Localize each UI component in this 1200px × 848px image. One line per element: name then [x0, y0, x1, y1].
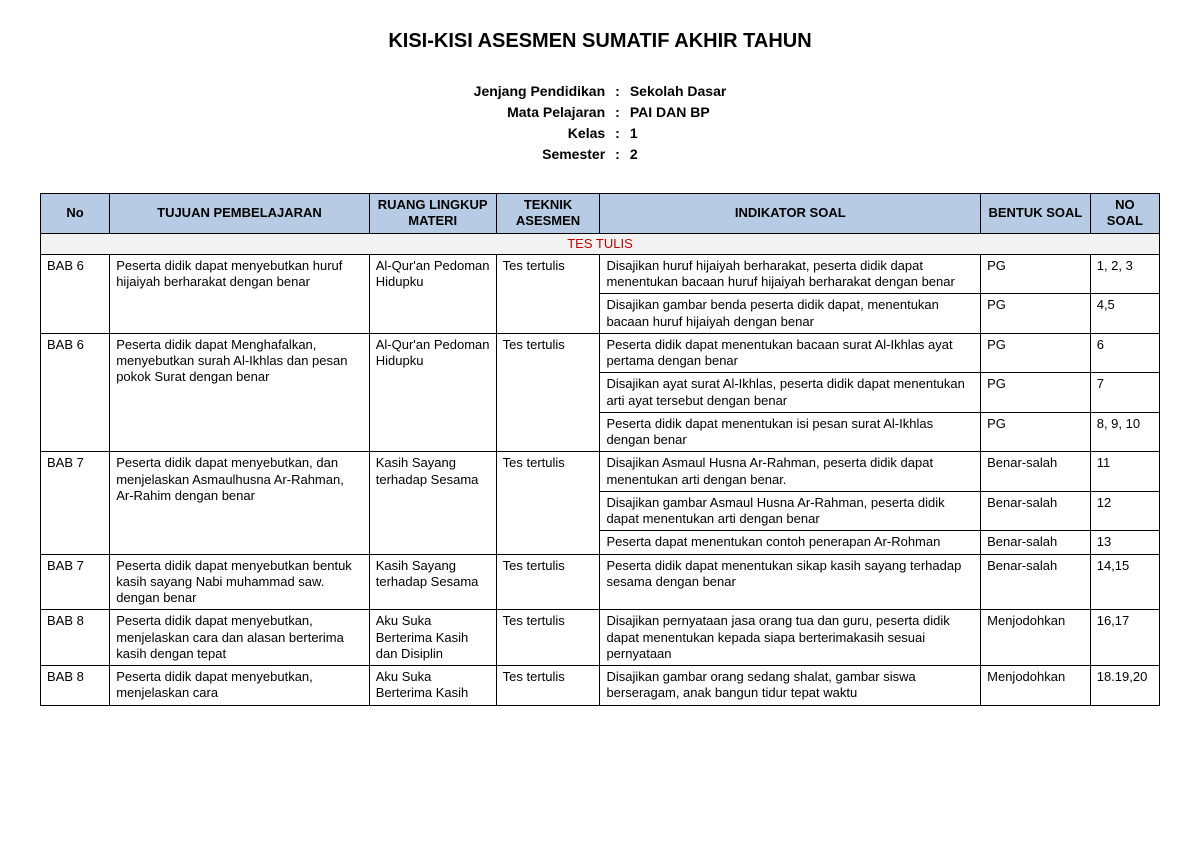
cell-nosoal: 7: [1090, 373, 1159, 413]
meta-sep: :: [615, 123, 620, 144]
cell-nosoal: 8, 9, 10: [1090, 412, 1159, 452]
cell-teknik: Tes tertulis: [496, 452, 600, 554]
cell-tujuan: Peserta didik dapat menyebutkan huruf hi…: [110, 254, 370, 333]
meta-value: 1: [630, 123, 727, 144]
meta-label: Mata Pelajaran: [474, 102, 605, 123]
table-row: BAB 8Peserta didik dapat menyebutkan, me…: [41, 666, 1160, 706]
cell-tujuan: Peserta didik dapat Menghafalkan, menyeb…: [110, 333, 370, 452]
cell-indikator: Peserta dapat menentukan contoh penerapa…: [600, 531, 981, 554]
cell-indikator: Disajikan gambar Asmaul Husna Ar-Rahman,…: [600, 491, 981, 531]
cell-ruang: Kasih Sayang terhadap Sesama: [369, 452, 496, 554]
cell-tujuan: Peserta didik dapat menyebutkan bentuk k…: [110, 554, 370, 610]
cell-ruang: Al-Qur'an Pedoman Hidupku: [369, 254, 496, 333]
cell-ruang: Aku Suka Berterima Kasih: [369, 666, 496, 706]
cell-tujuan: Peserta didik dapat menyebutkan, dan men…: [110, 452, 370, 554]
meta-sep: :: [615, 144, 620, 165]
cell-bentuk: Benar-salah: [981, 491, 1091, 531]
cell-indikator: Disajikan pernyataan jasa orang tua dan …: [600, 610, 981, 666]
col-ind: INDIKATOR SOAL: [600, 194, 981, 234]
cell-nosoal: 13: [1090, 531, 1159, 554]
cell-tujuan: Peserta didik dapat menyebutkan, menjela…: [110, 610, 370, 666]
kisi-table: No TUJUAN PEMBELAJARAN RUANG LINGKUP MAT…: [40, 193, 1160, 706]
table-row: BAB 6Peserta didik dapat menyebutkan hur…: [41, 254, 1160, 294]
cell-no: BAB 7: [41, 554, 110, 610]
meta-sep: :: [615, 102, 620, 123]
meta-label: Semester: [474, 144, 605, 165]
cell-nosoal: 11: [1090, 452, 1159, 492]
table-row: BAB 8Peserta didik dapat menyebutkan, me…: [41, 610, 1160, 666]
cell-teknik: Tes tertulis: [496, 666, 600, 706]
cell-teknik: Tes tertulis: [496, 554, 600, 610]
cell-indikator: Disajikan gambar benda peserta didik dap…: [600, 294, 981, 334]
cell-nosoal: 12: [1090, 491, 1159, 531]
cell-indikator: Peserta didik dapat menentukan sikap kas…: [600, 554, 981, 610]
meta-label: Jenjang Pendidikan: [474, 81, 605, 102]
meta-label: Kelas: [474, 123, 605, 144]
cell-indikator: Disajikan huruf hijaiyah berharakat, pes…: [600, 254, 981, 294]
meta-value: 2: [630, 144, 727, 165]
cell-no: BAB 8: [41, 666, 110, 706]
table-row: BAB 7Peserta didik dapat menyebutkan, da…: [41, 452, 1160, 492]
cell-nosoal: 16,17: [1090, 610, 1159, 666]
cell-bentuk: Benar-salah: [981, 531, 1091, 554]
cell-no: BAB 6: [41, 333, 110, 452]
document-title: KISI-KISI ASESMEN SUMATIF AKHIR TAHUN: [40, 30, 1160, 53]
col-nosoal: NO SOAL: [1090, 194, 1159, 234]
cell-nosoal: 4,5: [1090, 294, 1159, 334]
meta-value: PAI DAN BP: [630, 102, 727, 123]
cell-teknik: Tes tertulis: [496, 254, 600, 333]
section-row: TES TULIS: [41, 233, 1160, 254]
meta-value: Sekolah Dasar: [630, 81, 727, 102]
cell-ruang: Kasih Sayang terhadap Sesama: [369, 554, 496, 610]
cell-bentuk: PG: [981, 373, 1091, 413]
cell-nosoal: 18.19,20: [1090, 666, 1159, 706]
col-bentuk: BENTUK SOAL: [981, 194, 1091, 234]
cell-bentuk: Benar-salah: [981, 554, 1091, 610]
cell-bentuk: PG: [981, 254, 1091, 294]
cell-bentuk: PG: [981, 412, 1091, 452]
cell-no: BAB 7: [41, 452, 110, 554]
cell-ruang: Aku Suka Berterima Kasih dan Disiplin: [369, 610, 496, 666]
cell-indikator: Disajikan ayat surat Al-Ikhlas, peserta …: [600, 373, 981, 413]
cell-nosoal: 14,15: [1090, 554, 1159, 610]
cell-indikator: Disajikan gambar orang sedang shalat, ga…: [600, 666, 981, 706]
cell-no: BAB 8: [41, 610, 110, 666]
cell-teknik: Tes tertulis: [496, 610, 600, 666]
col-ruang: RUANG LINGKUP MATERI: [369, 194, 496, 234]
cell-indikator: Disajikan Asmaul Husna Ar-Rahman, pesert…: [600, 452, 981, 492]
cell-indikator: Peserta didik dapat menentukan isi pesan…: [600, 412, 981, 452]
cell-bentuk: PG: [981, 333, 1091, 373]
col-tujuan: TUJUAN PEMBELAJARAN: [110, 194, 370, 234]
cell-no: BAB 6: [41, 254, 110, 333]
meta-sep: :: [615, 81, 620, 102]
cell-bentuk: Menjodohkan: [981, 666, 1091, 706]
col-teknik: TEKNIK ASESMEN: [496, 194, 600, 234]
cell-ruang: Al-Qur'an Pedoman Hidupku: [369, 333, 496, 452]
table-row: BAB 6Peserta didik dapat Menghafalkan, m…: [41, 333, 1160, 373]
table-header-row: No TUJUAN PEMBELAJARAN RUANG LINGKUP MAT…: [41, 194, 1160, 234]
table-row: BAB 7Peserta didik dapat menyebutkan ben…: [41, 554, 1160, 610]
cell-indikator: Peserta didik dapat menentukan bacaan su…: [600, 333, 981, 373]
cell-bentuk: Benar-salah: [981, 452, 1091, 492]
meta-block: Jenjang PendidikanMata PelajaranKelasSem…: [40, 81, 1160, 165]
cell-tujuan: Peserta didik dapat menyebutkan, menjela…: [110, 666, 370, 706]
cell-bentuk: PG: [981, 294, 1091, 334]
cell-teknik: Tes tertulis: [496, 333, 600, 452]
cell-bentuk: Menjodohkan: [981, 610, 1091, 666]
cell-nosoal: 6: [1090, 333, 1159, 373]
col-no: No: [41, 194, 110, 234]
cell-nosoal: 1, 2, 3: [1090, 254, 1159, 294]
section-label: TES TULIS: [41, 233, 1160, 254]
